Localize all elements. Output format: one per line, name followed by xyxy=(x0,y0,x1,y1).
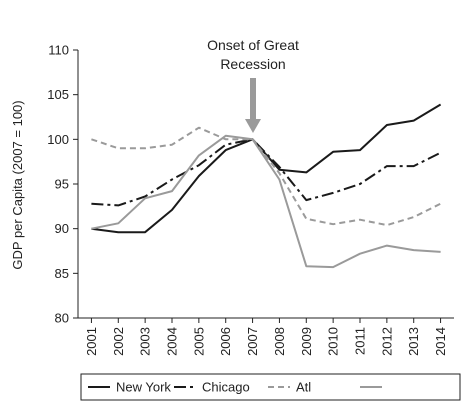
y-tick-label: 85 xyxy=(55,266,69,281)
series-line-unlabeled-3 xyxy=(91,134,441,269)
legend: New York Chicago Atl xyxy=(80,373,461,401)
x-tick-label: 2010 xyxy=(326,327,341,356)
legend-label: Atl xyxy=(296,380,311,395)
x-tick-label: 2007 xyxy=(245,327,260,356)
y-tick-label: 105 xyxy=(47,87,69,102)
y-tick-label: 80 xyxy=(55,311,69,326)
axes: 80 85 90 95 100 105 110 2001 2002 2003 2004 2005 200… xyxy=(47,43,454,356)
x-tick-label: 2001 xyxy=(84,327,99,356)
y-tick-label: 100 xyxy=(47,132,69,147)
x-tick-label: 2006 xyxy=(218,327,233,356)
x-tick-label: 2011 xyxy=(353,327,368,355)
y-axis-title: GDP per Capita (2007 = 100) xyxy=(10,100,25,269)
y-tick-label: 90 xyxy=(55,221,69,236)
x-tick-label: 2003 xyxy=(138,327,153,356)
series-layer xyxy=(91,103,442,269)
x-tick-label: 2012 xyxy=(379,327,394,356)
x-tick-label: 2009 xyxy=(299,327,314,356)
y-tick-label: 95 xyxy=(55,177,69,192)
series-line-atl xyxy=(91,126,442,227)
annotation-arrow-shaft xyxy=(250,78,256,120)
y-tick-label: 110 xyxy=(48,43,69,58)
y-axis-title-group: GDP per Capita (2007 = 100) xyxy=(10,100,25,269)
recession-annotation: Onset of Great Recession xyxy=(207,37,299,133)
x-tick-label: 2008 xyxy=(272,327,287,356)
legend-label: Chicago xyxy=(202,380,250,395)
x-tick-label: 2004 xyxy=(165,327,180,356)
x-tick-label: 2002 xyxy=(111,327,126,356)
x-tick-label: 2005 xyxy=(191,327,206,356)
x-tick-label: 2013 xyxy=(406,327,421,356)
annotation-line-1: Onset of Great xyxy=(207,37,299,53)
legend-label: New York xyxy=(116,380,171,395)
x-tick-label: 2014 xyxy=(433,327,448,356)
annotation-line-2: Recession xyxy=(220,56,285,72)
series-line-new-york xyxy=(91,103,442,234)
annotation-arrow-head xyxy=(245,119,261,133)
